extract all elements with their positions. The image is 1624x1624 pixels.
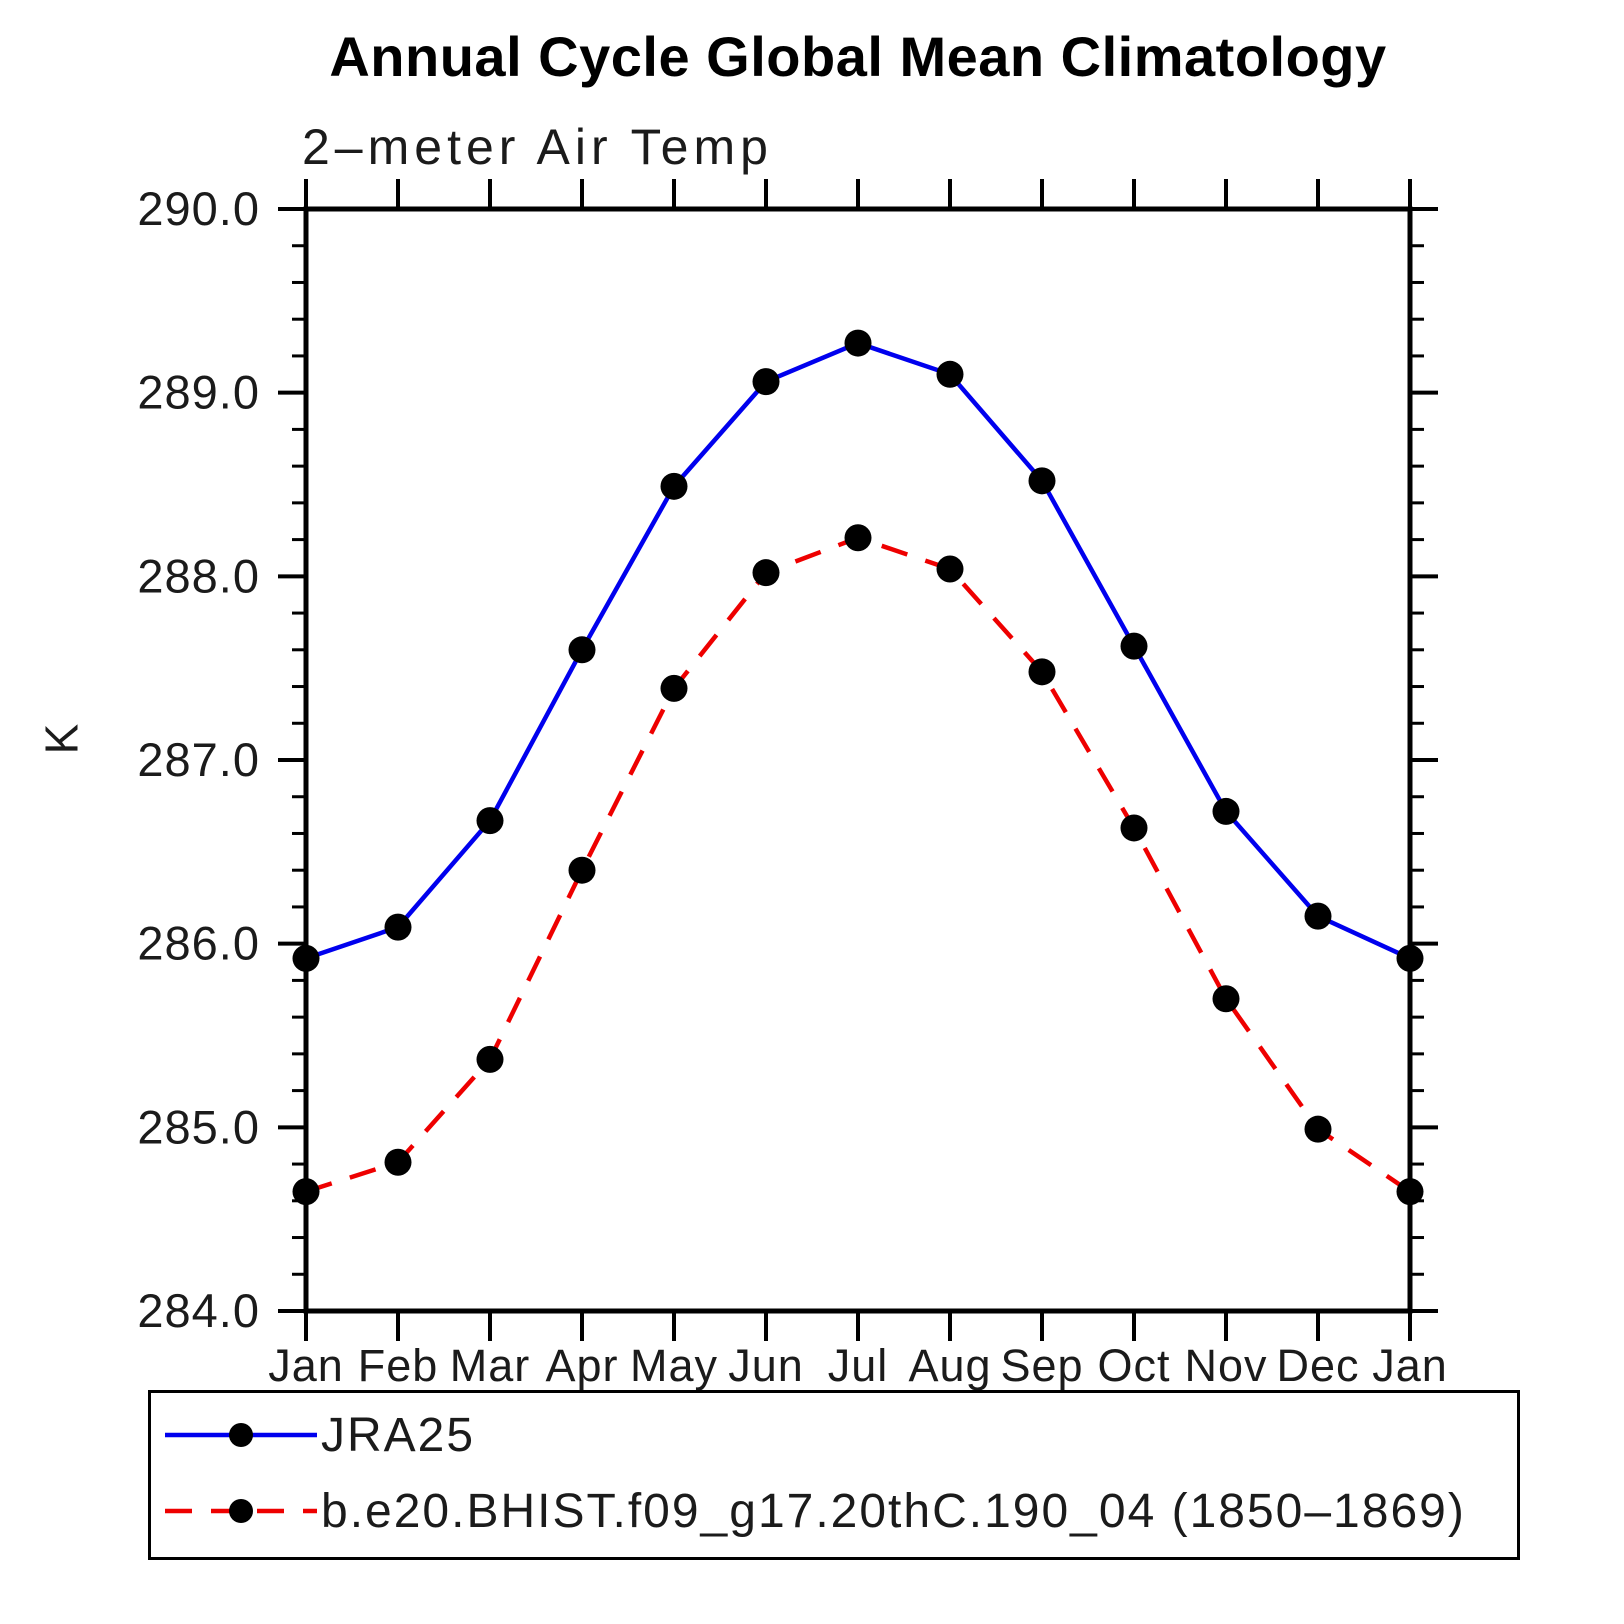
y-axis-ticks — [278, 207, 1438, 1313]
data-point-marker — [844, 524, 872, 552]
data-point-marker — [1028, 658, 1056, 686]
legend-label: JRA25 — [321, 1408, 476, 1462]
data-point-marker — [292, 944, 320, 972]
x-tick-label: Oct — [1097, 1340, 1170, 1391]
legend-line-sample — [165, 1499, 317, 1523]
y-tick-label: 284.0 — [137, 1284, 260, 1337]
y-tick-label: 290.0 — [137, 182, 260, 235]
legend-marker — [229, 1423, 253, 1447]
data-point-marker — [1304, 1115, 1332, 1143]
x-tick-label: Nov — [1184, 1340, 1267, 1391]
legend-label: b.e20.BHIST.f09_g17.20thC.190_04 (1850–1… — [321, 1484, 1466, 1538]
data-point-marker — [752, 559, 780, 587]
data-point-marker — [384, 913, 412, 941]
x-tick-label: Dec — [1276, 1340, 1359, 1391]
x-tick-label: Jan — [1372, 1340, 1448, 1391]
chart-subtitle: 2–meter Air Temp — [302, 119, 773, 175]
series-1-markers — [292, 524, 1424, 1206]
y-tick-label: 286.0 — [137, 917, 260, 970]
chart-title: Annual Cycle Global Mean Climatology — [329, 25, 1387, 88]
data-point-marker — [1212, 797, 1240, 825]
data-point-marker — [1212, 985, 1240, 1013]
data-point-marker — [752, 368, 780, 396]
legend-line-sample — [165, 1423, 317, 1447]
data-point-marker — [660, 472, 688, 500]
x-tick-label: Mar — [450, 1340, 531, 1391]
data-point-marker — [568, 636, 596, 664]
data-point-marker — [476, 1045, 504, 1073]
legend-marker — [229, 1499, 253, 1523]
series-0-markers — [292, 329, 1424, 972]
y-tick-label: 285.0 — [137, 1100, 260, 1153]
x-tick-label: May — [630, 1340, 718, 1391]
axes-frame — [303, 206, 1413, 1314]
data-point-marker — [936, 360, 964, 388]
data-point-marker — [384, 1148, 412, 1176]
x-tick-label: Sep — [1000, 1340, 1083, 1391]
data-point-marker — [1304, 902, 1332, 930]
data-point-marker — [568, 856, 596, 884]
y-tick-label: 289.0 — [137, 366, 260, 419]
data-point-marker — [292, 1178, 320, 1206]
series-1-line — [305, 535, 1412, 1194]
data-point-marker — [1028, 467, 1056, 495]
data-point-marker — [660, 674, 688, 702]
data-point-marker — [844, 329, 872, 357]
data-point-marker — [476, 807, 504, 835]
legend-item: b.e20.BHIST.f09_g17.20thC.190_04 (1850–1… — [161, 1485, 1466, 1538]
x-tick-label: Feb — [358, 1340, 439, 1391]
data-point-marker — [1120, 632, 1148, 660]
y-minor-ticks — [292, 244, 1424, 1276]
legend-box: JRA25 b.e20.BHIST.f09_g17.20thC.190_04 (… — [148, 1390, 1520, 1560]
x-tick-label: Jan — [268, 1340, 344, 1391]
data-point-marker — [936, 555, 964, 583]
x-tick-label: Jul — [828, 1340, 889, 1391]
data-point-marker — [1120, 814, 1148, 842]
data-point-marker — [1396, 944, 1424, 972]
x-axis-ticks — [304, 179, 1412, 1341]
series-0-line — [305, 340, 1411, 961]
y-tick-label: 287.0 — [137, 733, 260, 786]
data-point-marker — [1396, 1178, 1424, 1206]
x-tick-label: Jun — [728, 1340, 804, 1391]
y-tick-label: 288.0 — [137, 549, 260, 602]
legend-item: JRA25 — [161, 1409, 475, 1462]
x-tick-label: Aug — [908, 1340, 991, 1391]
x-tick-label: Apr — [545, 1340, 618, 1391]
